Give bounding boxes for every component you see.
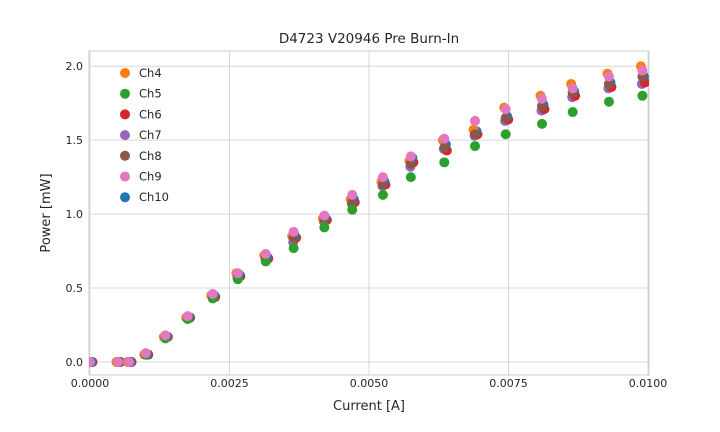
scatter-point xyxy=(319,210,330,221)
scatter-point xyxy=(500,104,511,115)
legend-item: Ch5 xyxy=(120,87,162,101)
scatter-point xyxy=(536,93,547,104)
x-tick-label: 0.0050 xyxy=(350,377,389,390)
scatter-point xyxy=(470,115,481,126)
scatter-point xyxy=(536,101,547,112)
legend-label: Ch10 xyxy=(139,190,169,204)
x-tick-labels: 0.0000 0.0025 0.0050 0.0075 0.0100 xyxy=(71,377,668,390)
legend-label: Ch8 xyxy=(139,149,162,163)
y-tick-label: 2.0 xyxy=(66,60,84,73)
x-tick-label: 0.0025 xyxy=(210,377,249,390)
plot-border xyxy=(88,50,650,376)
scatter-point xyxy=(637,65,648,76)
legend: Ch4 Ch5 Ch6 Ch7 Ch8 Ch9 Ch10 xyxy=(120,66,169,204)
scatter-point xyxy=(405,172,416,183)
legend-item: Ch7 xyxy=(120,128,162,142)
scatter-point xyxy=(89,357,95,367)
y-tick-label: 0.5 xyxy=(66,282,84,295)
y-tick-label: 0.0 xyxy=(66,356,84,369)
scatter-point xyxy=(288,243,299,254)
x-tick-label: 0.0000 xyxy=(71,377,110,390)
series-Ch9 xyxy=(89,65,648,367)
legend-item: Ch6 xyxy=(120,107,162,121)
scatter-point xyxy=(347,197,358,208)
scatter-point xyxy=(470,129,481,140)
scatter-point xyxy=(536,118,547,129)
scatter-point xyxy=(567,107,578,118)
scatter-point xyxy=(377,172,388,183)
gridlines xyxy=(89,51,649,375)
x-axis-label: Current [A] xyxy=(333,399,405,414)
scatter-point xyxy=(500,129,511,140)
legend-marker-icon xyxy=(120,130,130,141)
scatter-point xyxy=(405,151,416,162)
scatter-point xyxy=(567,83,578,94)
scatter-point xyxy=(470,141,481,152)
scatter-point xyxy=(377,179,388,190)
legend-marker-icon xyxy=(120,171,130,182)
scatter-point xyxy=(603,78,614,89)
legend-label: Ch9 xyxy=(139,170,162,184)
scatter-point xyxy=(603,71,614,82)
scatter-point xyxy=(439,157,450,168)
legend-item: Ch10 xyxy=(120,190,169,204)
scatter-point xyxy=(288,226,299,237)
legend-item: Ch4 xyxy=(120,66,162,80)
scatter-point xyxy=(112,357,123,367)
x-tick-label: 0.0075 xyxy=(489,377,528,390)
legend-label: Ch7 xyxy=(139,128,162,142)
legend-marker-icon xyxy=(120,88,130,99)
y-tick-labels: 0.0 0.5 1.0 1.5 2.0 xyxy=(66,60,84,369)
scatter-point xyxy=(347,189,358,200)
scatter-point xyxy=(347,204,358,215)
scatter-point xyxy=(603,96,614,107)
y-tick-label: 1.0 xyxy=(66,208,84,221)
scatter-point xyxy=(405,158,416,169)
scatter-point xyxy=(207,288,218,299)
scatter-point xyxy=(377,189,388,200)
y-tick-label: 1.5 xyxy=(66,134,84,147)
legend-marker-icon xyxy=(120,109,130,120)
scatter-point xyxy=(260,249,271,260)
legend-item: Ch8 xyxy=(120,149,162,163)
legend-label: Ch6 xyxy=(139,107,162,121)
scatter-point xyxy=(232,268,243,279)
scatter-point xyxy=(439,142,450,153)
scatter-point xyxy=(124,357,135,367)
legend-label: Ch5 xyxy=(139,87,162,101)
scatter-point xyxy=(637,90,648,101)
legend-item: Ch9 xyxy=(120,170,162,184)
chart-title: D4723 V20946 Pre Burn-In xyxy=(279,31,459,47)
scatter-point xyxy=(160,330,171,341)
x-tick-label: 0.0100 xyxy=(629,377,668,390)
scatter-series xyxy=(89,61,649,367)
scatter-point xyxy=(140,348,151,359)
legend-label: Ch4 xyxy=(139,66,162,80)
y-axis-label: Power [mW] xyxy=(39,173,54,252)
legend-marker-icon xyxy=(120,68,130,78)
scatter-point xyxy=(439,133,450,144)
legend-marker-icon xyxy=(120,150,130,161)
scatter-point xyxy=(319,222,330,233)
legend-marker-icon xyxy=(120,192,130,203)
scatter-point xyxy=(260,256,271,267)
scatter-point xyxy=(500,112,511,123)
scatter-point xyxy=(182,311,193,322)
